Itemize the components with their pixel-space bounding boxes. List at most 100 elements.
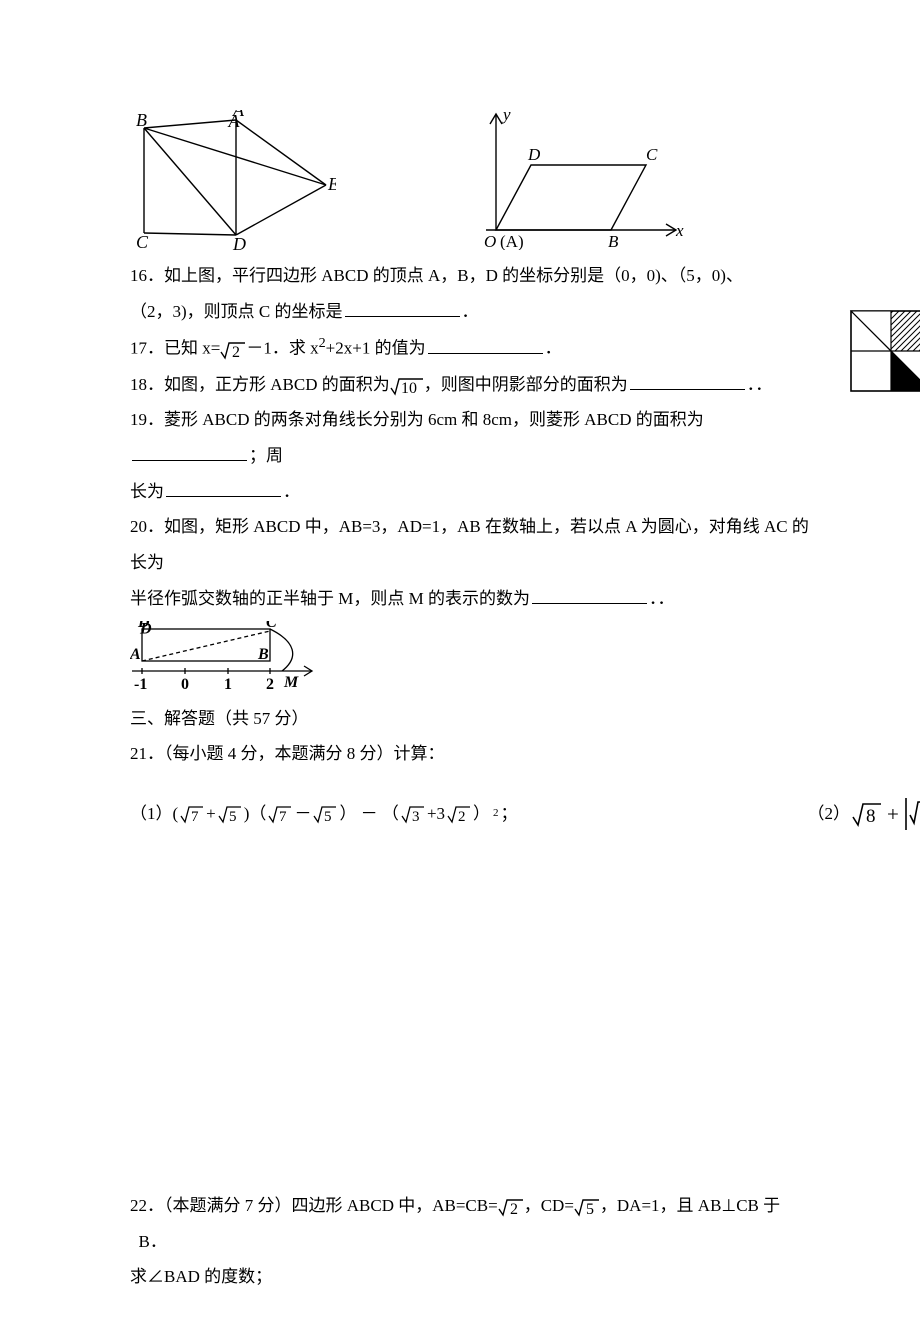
figure-parallelogram-xy: y x D C B O (A) [476, 110, 686, 250]
label-b2: B [608, 232, 619, 250]
nl-c: C [266, 621, 277, 631]
q18-b: ，则图中阴影部分的面积为 [424, 375, 628, 394]
label-c2: C [646, 145, 658, 164]
q21-equations-row: （1）( 7 + 5 )（ 7 － 5 ） － （ 3 +3 2 ） 2 ； （… [130, 790, 810, 838]
section-3-header: 三、解答题（共 57 分） [130, 701, 810, 737]
spacer [130, 848, 810, 1188]
question-22-line1: 22．（本题满分 7 分）四边形 ABCD 中，AB=CB=2，CD=5，DA=… [139, 1188, 811, 1259]
q18-end: ．． [747, 375, 773, 394]
label-o: O [484, 232, 496, 250]
q17-c: +2x+1 的值为 [326, 339, 426, 358]
text: ） － （ [339, 796, 399, 832]
svg-text:3: 3 [412, 809, 420, 825]
label-e: E [327, 174, 336, 194]
figure-hatched-square [848, 308, 920, 394]
figure-numberline: D D C A B M -1 0 1 2 [130, 621, 320, 699]
text: +3 [427, 796, 445, 832]
question-17: 17．已知 x=2－1．求 x2+2x+1 的值为． [130, 329, 810, 366]
q17-sup: 2 [319, 335, 326, 351]
label-y: y [501, 110, 511, 124]
label-c: C [136, 232, 149, 250]
blank [428, 336, 543, 354]
question-20-line2: 半径作弧交数轴的正半轴于 M，则点 M 的表示的数为 ．． [130, 581, 810, 617]
sqrt-2-icon: 2 [220, 339, 246, 361]
q21-part2: （2） 8 + 2 −3 − 2 3 18 + 1 [808, 790, 920, 838]
label-paren-a: (A) [500, 232, 524, 250]
nl-a: A [130, 646, 141, 663]
svg-text:7: 7 [279, 809, 287, 825]
blank [630, 372, 745, 390]
sqrt-icon: 7 [180, 803, 204, 825]
sqrt-icon: 5 [313, 803, 337, 825]
sqrt-icon: 3 [401, 803, 425, 825]
label-b: B [136, 110, 147, 130]
blank [532, 586, 647, 604]
q17-end: ． [545, 339, 562, 358]
question-20-line1: 20．如图，矩形 ABCD 中，AB=3，AD=1，AB 在数轴上，若以点 A … [130, 509, 810, 580]
question-21-header: 21．（每小题 4 分，本题满分 8 分）计算： [130, 736, 810, 772]
sqrt-icon: 5 [574, 1196, 600, 1218]
label-x: x [675, 221, 684, 240]
tick-n1: -1 [134, 676, 147, 693]
q19-a: 19．菱形 ABCD 的两条对角线长分别为 6cm 和 8cm，则菱形 ABCD… [130, 410, 704, 429]
svg-text:7: 7 [191, 809, 199, 825]
blank [132, 443, 247, 461]
question-22-line2: 求∠BAD 的度数； [130, 1259, 810, 1295]
label-a2: A [232, 110, 245, 120]
question-19-line2: 长为 ． [130, 474, 810, 510]
blank [345, 299, 460, 317]
q19-end1: ；周 [249, 446, 283, 465]
figure-triangle-rect: B A A C D E [136, 110, 336, 250]
q22-a: 22．（本题满分 7 分）四边形 ABCD 中，AB=CB= [130, 1196, 498, 1215]
tick-0: 0 [181, 676, 189, 693]
q19-end2: ． [283, 482, 300, 501]
plus: + [887, 792, 899, 836]
text: ） [473, 796, 490, 832]
abs-icon: 2 −3 [904, 796, 920, 832]
nl-m: M [283, 674, 299, 691]
q17-a: 17．已知 x= [130, 339, 220, 358]
minus: － [294, 796, 311, 832]
question-18: 18．如图，正方形 ABCD 的面积为 10 ，则图中阴影部分的面积为 ．． [130, 367, 810, 403]
svg-text:5: 5 [229, 809, 237, 825]
q17-b: －1．求 x [246, 339, 318, 358]
sqrt-10-icon: 10 [390, 375, 424, 397]
q20-end: ．． [649, 589, 675, 608]
q22-b: ，CD= [524, 1196, 574, 1215]
blank [166, 479, 281, 497]
svg-text:2: 2 [232, 344, 240, 361]
q21-part1: （1）( 7 + 5 )（ 7 － 5 ） － （ 3 +3 2 ） 2 ； [130, 796, 518, 832]
text: )（ [244, 796, 267, 832]
svg-text:2: 2 [510, 1201, 518, 1218]
sqrt-icon: 5 [218, 803, 242, 825]
svg-text:5: 5 [586, 1201, 594, 1218]
svg-text:5: 5 [324, 809, 332, 825]
figure-row: B A A C D E y x [136, 110, 810, 250]
text: ； [501, 796, 518, 832]
q19-b: 长为 [130, 482, 164, 501]
plus: + [206, 796, 216, 832]
question-16-line2: （2，3)，则顶点 C 的坐标是 ． [130, 294, 810, 330]
q21p2-label: （2） [808, 796, 851, 832]
tick-1: 1 [224, 676, 232, 693]
nl-d: D [137, 621, 150, 631]
sqrt-icon: 7 [268, 803, 292, 825]
sqrt-icon: 8 [852, 800, 882, 828]
q16-end: ． [462, 302, 479, 321]
label-d: D [232, 234, 246, 250]
sup: 2 [493, 802, 499, 825]
q21p1-label: （1）( [130, 796, 178, 832]
svg-text:2: 2 [458, 809, 466, 825]
q20-a: 半径作弧交数轴的正半轴于 M，则点 M 的表示的数为 [130, 589, 530, 608]
sqrt-icon: 2 [447, 803, 471, 825]
label-d2: D [527, 145, 541, 164]
svg-text:10: 10 [401, 380, 417, 397]
question-19-line1: 19．菱形 ABCD 的两条对角线长分别为 6cm 和 8cm，则菱形 ABCD… [130, 402, 810, 473]
svg-text:8: 8 [866, 806, 876, 827]
q18-a: 18．如图，正方形 ABCD 的面积为 [130, 375, 390, 394]
q16-text-b: （2，3)，则顶点 C 的坐标是 [130, 302, 343, 321]
tick-2: 2 [266, 676, 274, 693]
nl-b: B [257, 646, 269, 663]
sqrt-icon: 2 [498, 1196, 524, 1218]
question-16-line1: 16．如上图，平行四边形 ABCD 的顶点 A，B，D 的坐标分别是（0，0)、… [130, 258, 810, 294]
